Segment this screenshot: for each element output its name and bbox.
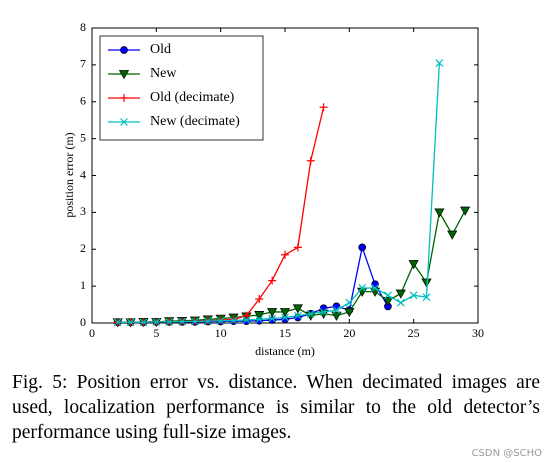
x-tick-label: 5 [153, 326, 159, 340]
marker [345, 298, 354, 307]
marker [447, 230, 458, 240]
marker [279, 308, 291, 318]
marker [395, 289, 406, 299]
series-line [117, 210, 466, 323]
marker [268, 276, 277, 285]
marker [255, 295, 264, 304]
marker [118, 70, 130, 80]
y-tick-label: 3 [80, 204, 86, 218]
marker [113, 318, 122, 327]
y-axis-label: position error (m) [62, 132, 76, 217]
marker [396, 298, 405, 307]
x-tick-label: 30 [472, 326, 484, 340]
marker [255, 315, 264, 324]
marker [216, 316, 225, 325]
marker [281, 313, 289, 322]
marker [229, 316, 238, 325]
x-tick-label: 0 [89, 326, 95, 340]
series-line [117, 62, 441, 323]
marker [332, 306, 341, 315]
marker [421, 278, 432, 288]
marker [358, 284, 367, 292]
marker [382, 297, 394, 307]
marker [229, 315, 238, 324]
legend-label: New (decimate) [150, 114, 240, 129]
marker [319, 308, 328, 316]
y-tick-label: 1 [80, 278, 86, 292]
marker [306, 156, 315, 165]
x-tick-label: 20 [343, 326, 355, 340]
marker [281, 250, 289, 259]
x-tick-label: 25 [408, 326, 420, 340]
marker [434, 208, 445, 218]
marker [120, 118, 128, 126]
marker [242, 316, 251, 324]
marker [319, 103, 328, 112]
chart: distance (m) position error (m) 0 5 10 15 20… [62, 20, 484, 358]
legend-label: Old (decimate) [150, 90, 235, 105]
marker [371, 284, 379, 292]
marker [165, 317, 174, 326]
y-tick-label: 8 [80, 20, 86, 34]
marker [306, 309, 315, 318]
marker [126, 318, 135, 327]
legend-label: Old [150, 42, 171, 57]
marker [178, 317, 186, 326]
marker [435, 59, 444, 67]
marker [358, 243, 367, 252]
marker [344, 308, 355, 318]
marker [203, 317, 212, 326]
marker [267, 308, 278, 318]
marker [268, 316, 276, 324]
y-tick-label: 6 [80, 94, 86, 108]
marker [371, 280, 379, 289]
marker [422, 293, 431, 302]
caption: Fig. 5: Position error vs. distance. Whe… [12, 372, 540, 443]
y-tick-label: 5 [80, 130, 86, 144]
x-tick-label: 10 [215, 326, 227, 340]
marker [139, 318, 148, 327]
legend-box [99, 35, 264, 141]
marker [331, 311, 342, 321]
marker [460, 206, 471, 216]
y-tick-label: 7 [80, 57, 86, 71]
marker [120, 94, 128, 102]
marker [293, 311, 302, 320]
x-tick-label: 15 [279, 326, 291, 340]
marker [292, 304, 303, 314]
marker [254, 311, 265, 321]
marker [408, 260, 419, 270]
marker [191, 317, 199, 326]
y-tick-label: 2 [80, 241, 86, 255]
marker [268, 314, 277, 323]
watermark: CSDN @SCHO [471, 448, 542, 459]
marker [293, 243, 302, 252]
marker [152, 317, 161, 326]
legend-label: New [150, 66, 177, 81]
x-axis-label: distance (m) [255, 344, 315, 358]
marker [120, 46, 128, 54]
y-tick-label: 0 [80, 315, 86, 329]
marker [384, 291, 392, 300]
marker [242, 311, 251, 320]
marker [409, 291, 418, 300]
y-tick-label: 4 [80, 167, 86, 181]
